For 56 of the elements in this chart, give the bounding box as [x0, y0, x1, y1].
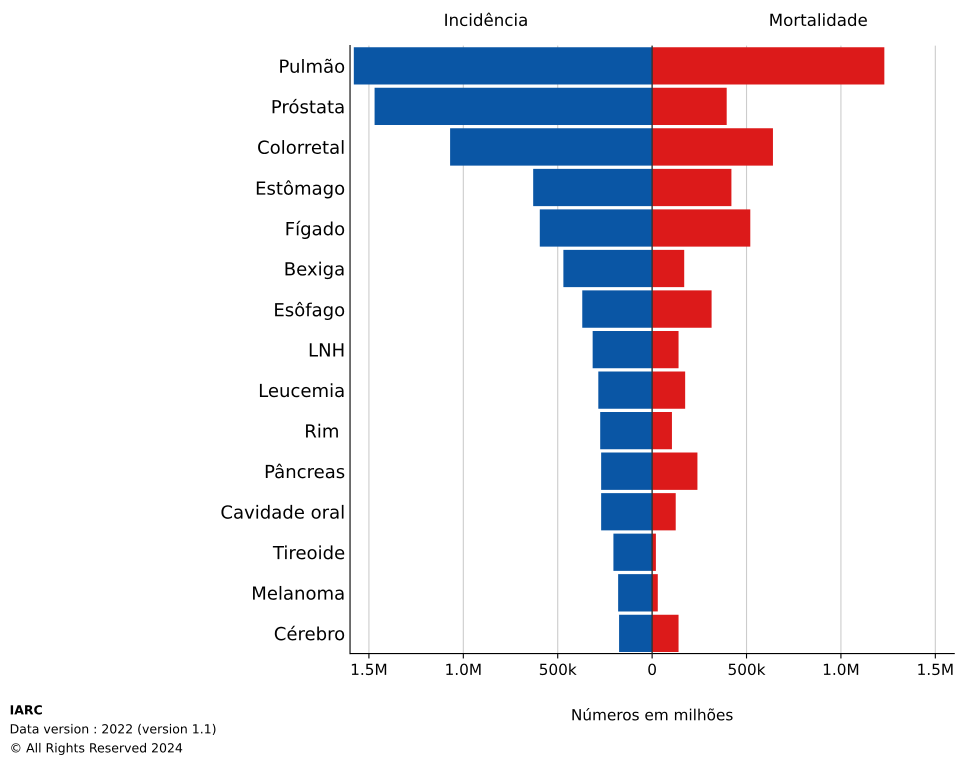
bar: [598, 371, 652, 409]
bar: [619, 614, 652, 652]
bar: [652, 128, 773, 166]
y-tick-label: Leucemia: [260, 383, 344, 398]
y-tick-label: Bexiga: [286, 262, 344, 280]
bar: [354, 47, 652, 85]
y-tick-label: Colorretal: [258, 140, 344, 154]
bar: [540, 209, 652, 247]
bar: [652, 250, 684, 288]
bar: [652, 209, 750, 247]
bar: [618, 574, 652, 612]
bar: [533, 168, 652, 206]
y-tick-label: Cavidade oral: [221, 504, 344, 519]
x-tick-label: 1.5M: [918, 664, 953, 676]
bar: [613, 534, 652, 571]
bar: [652, 47, 884, 85]
bar: [601, 493, 652, 530]
y-tick-label: Cérebro: [274, 626, 344, 640]
bar: [652, 371, 686, 409]
x-axis-title: Números em milhões: [572, 708, 733, 720]
bar: [652, 412, 672, 450]
y-tick-label: Esôfago: [275, 302, 344, 320]
bar: [652, 88, 727, 126]
y-tick-label: Próstata: [272, 98, 344, 114]
bar: [652, 290, 712, 328]
y-tick-label: Rim: [306, 424, 338, 438]
x-tick-label: 1.5M: [352, 664, 386, 676]
text: IARC: [10, 705, 42, 715]
y-tick-label: Pulmão: [280, 58, 344, 73]
bar: [374, 88, 652, 126]
y-tick-label: Fígado: [286, 220, 344, 239]
y-tick-label: LNH: [310, 343, 344, 356]
bar: [652, 330, 679, 368]
y-tick-label: Estômago: [256, 180, 344, 198]
bar: [652, 493, 676, 530]
bar: [652, 168, 732, 206]
x-tick-label: 1.0M: [446, 664, 481, 676]
bar: [582, 290, 652, 328]
bar: [652, 452, 698, 490]
text: Data version : 2022 (version 1.1): [10, 724, 216, 736]
bar: [600, 412, 652, 450]
series-label: Mortalidade: [770, 13, 867, 26]
bar: [652, 614, 679, 652]
x-tick-label: 1.0M: [824, 664, 858, 676]
x-tick-label: 500k: [728, 663, 766, 676]
bar: [563, 250, 652, 288]
x-tick-label: 500k: [540, 663, 577, 676]
text: © All Rights Reserved 2024: [11, 742, 182, 755]
series-label: Incidência: [445, 12, 527, 26]
y-tick-label: Tireoide: [272, 545, 344, 560]
bar: [450, 128, 652, 166]
bar: [592, 330, 652, 368]
x-tick-label: 0: [648, 664, 656, 676]
bar: [601, 452, 652, 490]
y-tick-label: Melanoma: [253, 586, 344, 600]
y-tick-label: Pâncreas: [266, 464, 344, 478]
